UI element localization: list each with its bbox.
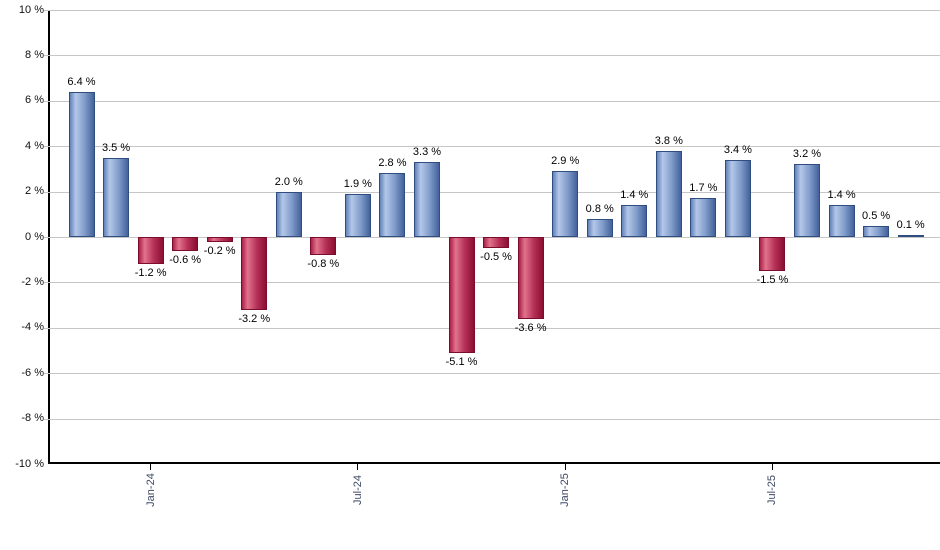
y-tick-label: 0 % bbox=[25, 230, 44, 243]
negative-return-bar bbox=[483, 237, 510, 249]
bar-value-label: 2.0 % bbox=[274, 175, 303, 188]
bar-value-label: -3.2 % bbox=[238, 312, 271, 325]
x-tick-label: Jul-25 bbox=[766, 475, 779, 505]
x-tick-mark bbox=[771, 464, 773, 470]
positive-return-bar bbox=[103, 157, 130, 237]
y-tick-label: -10 % bbox=[15, 457, 44, 470]
y-tick-mark bbox=[44, 327, 49, 329]
x-tick-mark bbox=[357, 464, 359, 470]
positive-return-bar bbox=[724, 159, 751, 237]
positive-return-bar bbox=[655, 150, 682, 237]
negative-return-bar bbox=[137, 237, 164, 265]
positive-return-bar bbox=[621, 205, 648, 237]
positive-return-bar bbox=[68, 91, 95, 237]
y-tick-mark bbox=[44, 282, 49, 284]
gridline bbox=[49, 191, 940, 193]
bar-value-label: 0.5 % bbox=[862, 209, 891, 222]
y-tick-mark bbox=[44, 237, 49, 238]
bar-value-label: -5.1 % bbox=[445, 355, 478, 368]
bar-value-label: 0.8 % bbox=[585, 202, 614, 215]
bar-value-label: -3.6 % bbox=[514, 321, 547, 334]
y-tick-mark bbox=[44, 100, 49, 102]
negative-return-bar bbox=[206, 237, 233, 242]
gridline bbox=[49, 10, 940, 11]
bar-value-label: 1.9 % bbox=[343, 177, 372, 190]
y-tick-label: 6 % bbox=[25, 94, 44, 107]
bar-value-label: 0.1 % bbox=[896, 218, 925, 231]
x-tick-mark bbox=[150, 464, 152, 470]
positive-return-bar bbox=[828, 205, 855, 237]
bar-value-label: 2.9 % bbox=[551, 155, 580, 168]
y-tick-label: -4 % bbox=[21, 321, 44, 334]
bar-value-label: -1.2 % bbox=[134, 267, 167, 280]
x-tick-label: Jul-24 bbox=[351, 475, 364, 505]
bar-value-label: 3.2 % bbox=[792, 148, 822, 161]
bar-value-label: 2.8 % bbox=[378, 157, 407, 170]
positive-return-bar bbox=[897, 234, 924, 237]
bar-value-label: 3.4 % bbox=[723, 143, 752, 156]
x-tick-label: Jan-24 bbox=[144, 473, 157, 507]
gridline bbox=[49, 282, 940, 284]
positive-return-bar bbox=[690, 198, 717, 237]
y-tick-label: 2 % bbox=[25, 185, 44, 198]
positive-return-bar bbox=[552, 171, 579, 237]
y-tick-mark bbox=[44, 55, 49, 57]
bar-value-label: 1.4 % bbox=[620, 189, 649, 202]
x-axis-line bbox=[48, 462, 940, 464]
bar-value-label: 6.4 % bbox=[67, 75, 96, 88]
y-tick-mark bbox=[44, 146, 49, 148]
bar-value-label: 3.8 % bbox=[654, 134, 683, 147]
positive-return-bar bbox=[413, 162, 440, 237]
bar-value-label: 1.7 % bbox=[689, 182, 718, 195]
positive-return-bar bbox=[379, 173, 406, 237]
negative-return-bar bbox=[241, 237, 268, 310]
negative-return-bar bbox=[517, 237, 544, 319]
positive-return-bar bbox=[794, 164, 820, 237]
bar-value-label: -0.8 % bbox=[307, 258, 340, 271]
y-tick-mark bbox=[44, 10, 49, 11]
y-tick-label: 8 % bbox=[25, 48, 44, 61]
negative-return-bar bbox=[172, 237, 199, 251]
negative-return-bar bbox=[759, 237, 786, 272]
y-tick-mark bbox=[44, 418, 49, 420]
positive-return-bar bbox=[275, 191, 302, 237]
gridline bbox=[49, 418, 940, 420]
y-tick-label: 4 % bbox=[25, 139, 44, 152]
gridline bbox=[49, 327, 940, 329]
bar-value-label: -0.5 % bbox=[480, 251, 512, 264]
x-tick-mark bbox=[564, 464, 566, 470]
gridline bbox=[49, 146, 940, 148]
positive-return-bar bbox=[863, 225, 890, 237]
negative-return-bar bbox=[448, 237, 475, 353]
y-tick-mark bbox=[44, 373, 49, 375]
plot-area: 6.4 % 3.5 % -1.2 % -0.6 % -0.2 % -3.2 % 2.0 % -… bbox=[44, 10, 940, 507]
x-tick-label: Jan-25 bbox=[559, 473, 572, 507]
y-tick-label: -2 % bbox=[21, 275, 44, 288]
positive-return-bar bbox=[586, 218, 613, 237]
bar-value-label: -0.2 % bbox=[203, 244, 236, 257]
positive-return-bar bbox=[344, 193, 371, 237]
gridline bbox=[49, 373, 940, 375]
y-tick-label: 10 % bbox=[18, 3, 44, 16]
bar-value-label: -1.5 % bbox=[756, 274, 789, 287]
negative-return-bar bbox=[310, 237, 337, 256]
y-tick-mark bbox=[44, 191, 49, 193]
bar-value-label: 3.5 % bbox=[101, 141, 131, 154]
bar-value-label: 3.3 % bbox=[412, 146, 442, 159]
bar-value-label: -0.6 % bbox=[169, 253, 202, 266]
gridline bbox=[49, 100, 940, 102]
y-tick-label: -6 % bbox=[21, 366, 44, 379]
gridline bbox=[49, 55, 940, 57]
bar-value-label: 1.4 % bbox=[827, 189, 856, 202]
y-tick-label: -8 % bbox=[21, 412, 44, 425]
